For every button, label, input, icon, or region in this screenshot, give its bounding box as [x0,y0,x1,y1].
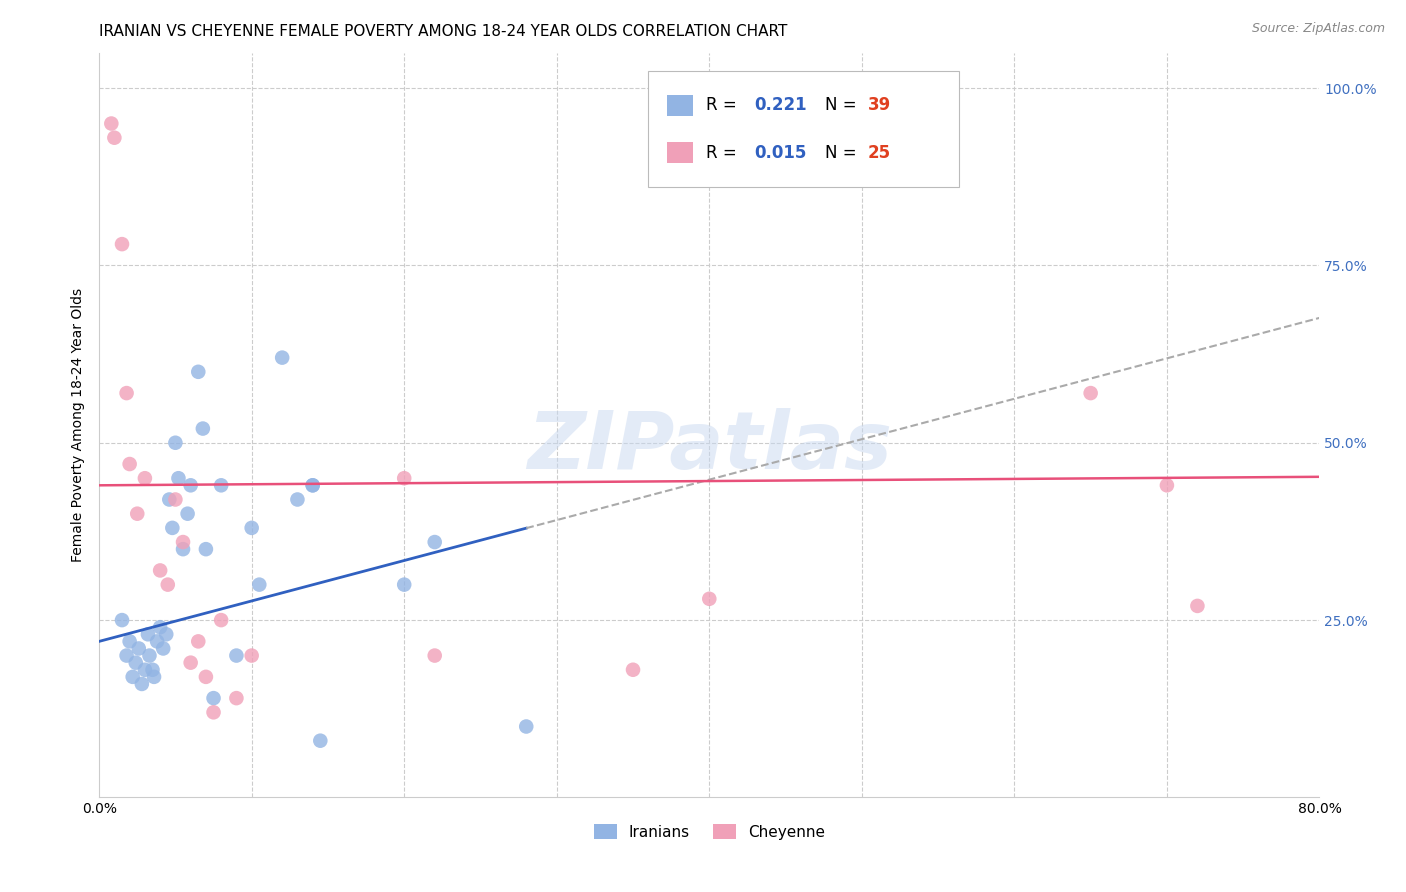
Point [271,351,294,365]
Point [187,365,209,379]
Point [111,613,134,627]
Text: 0.015: 0.015 [755,144,807,161]
Point [309,733,332,747]
Point [180,478,202,492]
Text: R =: R = [706,96,741,114]
Point [202,706,225,720]
Point [172,542,194,557]
Point [149,620,172,634]
Point [225,648,247,663]
Point [1156,478,1178,492]
Point [209,478,232,492]
Point [141,663,163,677]
Point [143,670,166,684]
Text: 0.221: 0.221 [755,96,807,114]
Point [225,691,247,706]
Text: N =: N = [825,96,862,114]
Point [697,591,720,606]
Point [152,641,174,656]
Point [115,386,138,401]
Point [121,670,143,684]
Point [136,627,159,641]
Legend: Iranians, Cheyenne: Iranians, Cheyenne [588,817,831,846]
Point [209,613,232,627]
Point [157,492,180,507]
Text: N =: N = [825,144,862,161]
Point [187,634,209,648]
FancyBboxPatch shape [648,71,959,186]
Text: IRANIAN VS CHEYENNE FEMALE POVERTY AMONG 18-24 YEAR OLDS CORRELATION CHART: IRANIAN VS CHEYENNE FEMALE POVERTY AMONG… [100,24,787,39]
Point [202,691,225,706]
Point [1080,386,1102,401]
Point [149,564,172,578]
Point [423,648,446,663]
Point [146,634,169,648]
Point [127,507,149,521]
Text: 25: 25 [868,144,891,161]
Text: Source: ZipAtlas.com: Source: ZipAtlas.com [1251,22,1385,36]
Point [515,719,537,733]
Point [194,670,217,684]
Point [155,627,177,641]
Point [301,478,323,492]
Point [287,492,309,507]
FancyBboxPatch shape [666,142,693,163]
Point [156,577,179,591]
Point [111,237,134,252]
Point [240,648,263,663]
Point [194,542,217,557]
Point [180,656,202,670]
Point [165,492,187,507]
Point [191,421,214,435]
Point [115,648,138,663]
Point [125,656,148,670]
FancyBboxPatch shape [666,95,693,116]
Point [247,577,270,591]
Point [240,521,263,535]
Point [392,471,415,485]
Text: ZIPatlas: ZIPatlas [527,409,891,486]
Point [392,577,415,591]
Point [134,663,156,677]
Point [167,471,190,485]
Point [100,116,122,130]
Text: R =: R = [706,144,741,161]
Point [118,457,141,471]
Y-axis label: Female Poverty Among 18-24 Year Olds: Female Poverty Among 18-24 Year Olds [72,288,86,562]
Point [172,535,194,549]
Point [138,648,160,663]
Point [1187,599,1209,613]
Point [134,471,156,485]
Point [118,634,141,648]
Point [165,435,187,450]
Point [131,677,153,691]
Point [176,507,198,521]
Text: 39: 39 [868,96,891,114]
Point [128,641,150,656]
Point [103,130,125,145]
Point [301,478,323,492]
Point [621,663,644,677]
Point [423,535,446,549]
Point [162,521,184,535]
